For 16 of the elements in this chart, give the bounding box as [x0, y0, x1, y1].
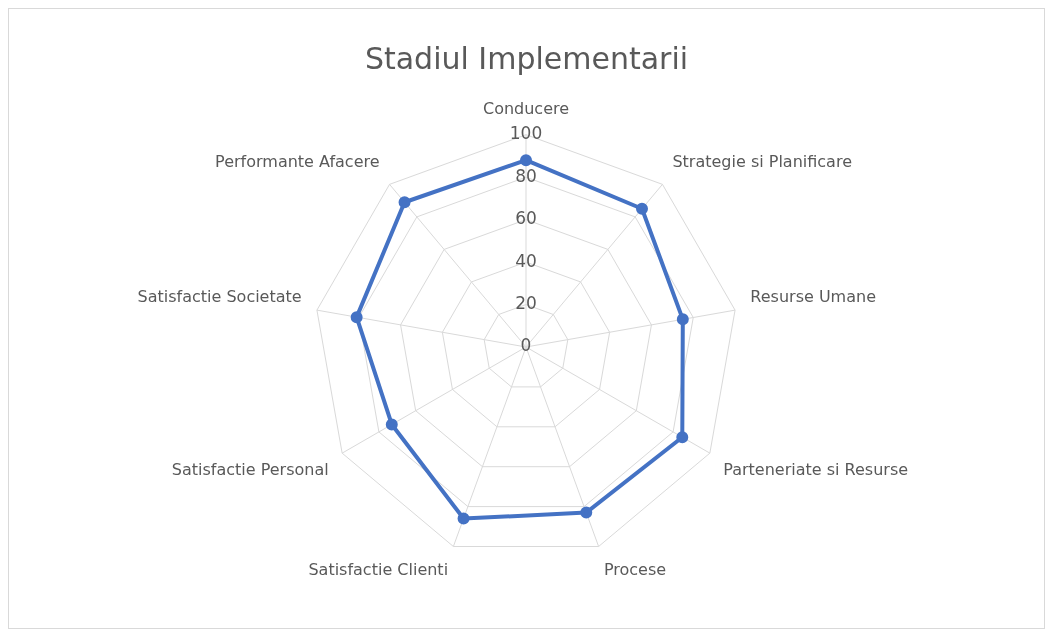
spoke-label: Resurse Umane [750, 287, 876, 306]
y-tick-label: 0 [520, 335, 532, 356]
spoke-label: Conducere [482, 98, 570, 118]
spoke-label: Parteneriate si Resurse [723, 459, 909, 479]
y-tick-label: 40 [515, 250, 537, 271]
spoke-label: Satisfactie Clienti [308, 559, 449, 579]
spoke-label: Satisfactie Personal [171, 459, 329, 479]
spoke-label: Satisfactie Societate [137, 287, 302, 306]
y-tick-label: 100 [509, 123, 543, 144]
spoke-label: Strategie si Planificare [672, 152, 852, 172]
y-tick-label: 60 [515, 208, 537, 229]
y-tick-label: 20 [515, 292, 537, 313]
y-tick-label: 80 [515, 165, 537, 186]
spoke-label: Performante Afacere [215, 152, 380, 172]
spoke-label: Procese [603, 559, 667, 579]
chart-title: Stadiul Implementarii [364, 40, 689, 76]
